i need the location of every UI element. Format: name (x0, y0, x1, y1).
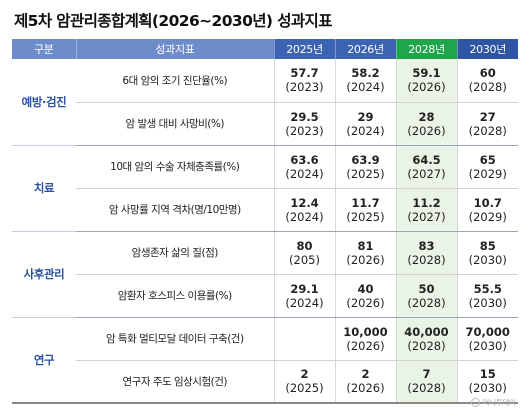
table-row: 암 사망률 지역 격차(명/10만명) 12.4 (2024) 11.7 (2025… (12, 188, 518, 232)
value-cell-2030: 65 (2029) (456, 145, 518, 189)
value-cell-2028: 64.5 (2027) (395, 145, 457, 189)
value-cell-2026: 2 (2026) (334, 360, 396, 404)
value-cell-2025: 2 (2025) (273, 360, 335, 404)
value-cell-2028: 59.1 (2026) (395, 59, 457, 103)
header-2025: 2025년 (274, 39, 336, 59)
value-cell-2026: 40 (2026) (334, 274, 396, 318)
value-cell-2028: 7 (2028) (395, 360, 457, 404)
table-row: 사후관리 암생존자 삶의 질(점) 80 (205) 81 (2026) 83 (20… (12, 231, 518, 318)
publisher-logo: 머니투데이 (470, 397, 517, 408)
indicator-label: 6대 암의 조기 진단율(%) (76, 59, 274, 103)
indicator-label: 연구자 주도 임상시험(건) (76, 360, 274, 404)
value-cell-2026: 29 (2024) (334, 102, 396, 146)
money-today-logo-icon (470, 398, 480, 407)
value-cell-2030: 15 (2030) (456, 360, 518, 404)
logo-text: 머니투데이 (482, 398, 517, 407)
value-cell-2028: 50 (2028) (395, 274, 457, 318)
value-cell-2030: 85 (2030) (456, 231, 518, 275)
header-indicator: 성과지표 (76, 39, 275, 59)
indicator-label: 암 발생 대비 사망비(%) (76, 102, 274, 146)
value-cell-2025: 29.5 (2023) (273, 102, 335, 146)
value-cell-2030: 70,000 (2030) (456, 317, 518, 361)
value-cell-2026: 11.7 (2025) (334, 188, 396, 232)
value-cell-2026: 58.2 (2024) (334, 59, 396, 103)
value-cell-2028: 28 (2026) (395, 102, 457, 146)
value-cell-2030: 60 (2028) (456, 59, 518, 103)
header-2028: 2028년 (396, 39, 458, 59)
value-cell-2030: 55.5 (2030) (456, 274, 518, 318)
value-cell-2030: 10.7 (2029) (456, 188, 518, 232)
performance-indicator-table: 구분 성과지표 2025년 2026년 2028년 2030년 예방·검진 6대… (12, 39, 518, 404)
table-row: 암 발생 대비 사망비(%) 29.5 (2023) 29 (2024) 28 (20… (12, 102, 518, 146)
table-row: 연구자 주도 임상시험(건) 2 (2025) 2 (2026) 7 (2028) 1… (12, 360, 518, 404)
value-cell-2028: 83 (2028) (395, 231, 457, 275)
table-header-row: 구분 성과지표 2025년 2026년 2028년 2030년 (12, 39, 518, 59)
category-research: 연구 (12, 317, 76, 404)
value-cell-2026: 81 (2026) (334, 231, 396, 275)
category-aftercare: 사후관리 (12, 231, 76, 318)
category-prevention: 예방·검진 (12, 59, 76, 146)
value-cell-2025: 80 (205) (273, 231, 335, 275)
header-2026: 2026년 (335, 39, 397, 59)
value-cell-2025: 57.7 (2023) (273, 59, 335, 103)
value-cell-2025 (273, 317, 335, 361)
value-cell-2025: 63.6 (2024) (273, 145, 335, 189)
indicator-label: 암환자 호스피스 이용률(%) (76, 274, 274, 318)
value-cell-2025: 29.1 (2024) (273, 274, 335, 318)
indicator-label: 암 특화 멀티모달 데이터 구축(건) (76, 317, 274, 361)
table-row: 연구 암 특화 멀티모달 데이터 구축(건) 10,000 (2026) 40,0… (12, 317, 518, 404)
table-row: 암환자 호스피스 이용률(%) 29.1 (2024) 40 (2026) 50 (2… (12, 274, 518, 318)
value-cell-2030: 27 (2028) (456, 102, 518, 146)
table-row: 치료 10대 암의 수술 자체충족률(%) 63.6 (2024) 63.9 (20… (12, 145, 518, 232)
value-cell-2025: 12.4 (2024) (273, 188, 335, 232)
header-2030: 2030년 (457, 39, 518, 59)
indicator-label: 10대 암의 수술 자체충족률(%) (76, 145, 274, 189)
category-treatment: 치료 (12, 145, 76, 232)
indicator-label: 암 사망률 지역 격차(명/10만명) (76, 188, 274, 232)
indicator-label: 암생존자 삶의 질(점) (76, 231, 274, 275)
header-category: 구분 (12, 39, 77, 59)
value-cell-2026: 10,000 (2026) (334, 317, 396, 361)
value-cell-2028: 11.2 (2027) (395, 188, 457, 232)
page-title: 제5차 암관리종합계획(2026~2030년) 성과지표 (14, 12, 332, 30)
table-row: 예방·검진 6대 암의 조기 진단율(%) 57.7 (2023) 58.2 (20… (12, 59, 518, 146)
value-cell-2028: 40,000 (2028) (395, 317, 457, 361)
value-cell-2026: 63.9 (2025) (334, 145, 396, 189)
